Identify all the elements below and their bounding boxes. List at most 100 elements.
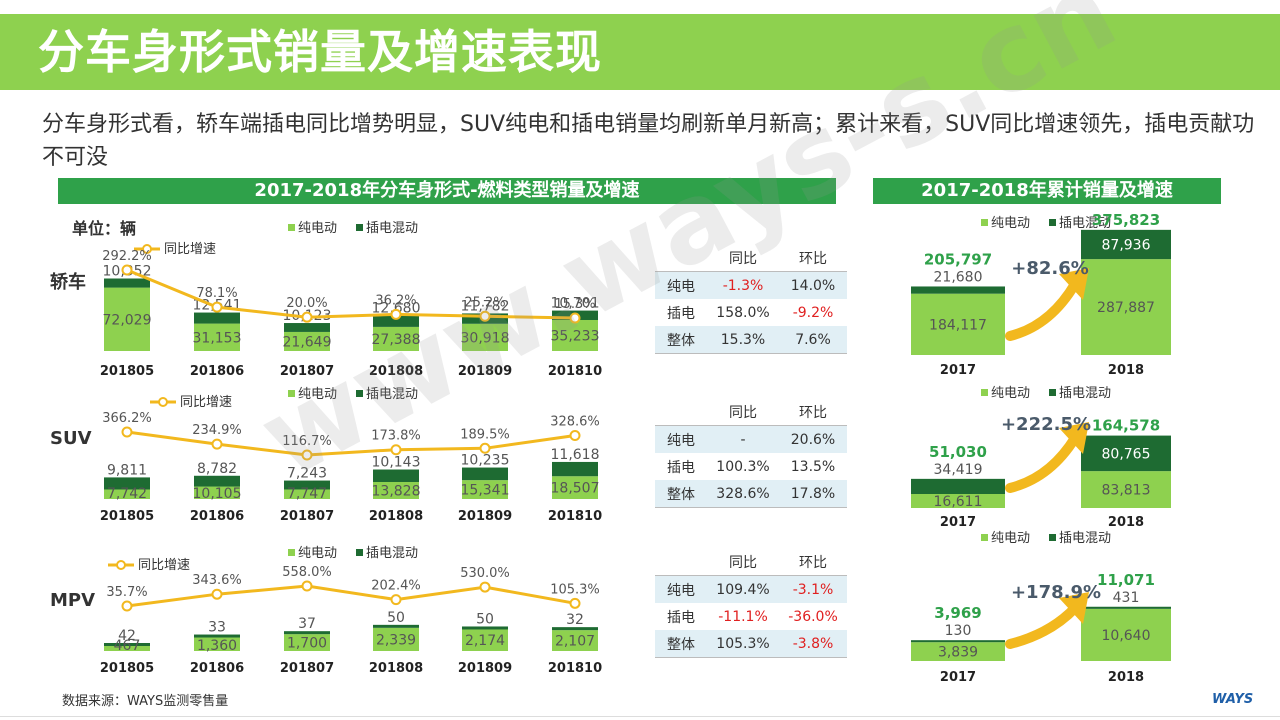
growth-value-label: 343.6% bbox=[192, 573, 242, 588]
ev-value-label: 30,918 bbox=[461, 330, 510, 346]
bar-phev bbox=[194, 634, 240, 638]
growth-value-label: 189.5% bbox=[460, 427, 510, 442]
summary-text: 分车身形式看，轿车端插电同比增势明显，SUV纯电和插电销量均刷新单月新高；累计来… bbox=[42, 112, 1255, 170]
bar-phev bbox=[373, 469, 419, 482]
category-label: 201806 bbox=[190, 364, 244, 379]
cumulative-phev-label: 130 bbox=[945, 623, 972, 639]
bar-phev bbox=[194, 475, 240, 487]
category-label: 201805 bbox=[100, 364, 154, 379]
yoy-value: -1.3% bbox=[707, 271, 779, 299]
growth-value-label: 36.2% bbox=[375, 293, 416, 308]
bar-ev bbox=[462, 480, 508, 499]
cumulative-ev-label: 184,117 bbox=[929, 317, 987, 333]
cumulative-bar-ev bbox=[911, 293, 1005, 355]
year-label: 2018 bbox=[1108, 363, 1144, 378]
row-name: 插电 bbox=[667, 609, 695, 626]
growth-value-label: 173.8% bbox=[371, 429, 421, 444]
legend-ev-swatch bbox=[288, 549, 295, 556]
legend-phev-swatch bbox=[1049, 534, 1056, 541]
phev-value-label: 10,701 bbox=[551, 296, 600, 312]
growth-value-label: 20.0% bbox=[286, 296, 327, 311]
legend-ev-label: 纯电动 bbox=[991, 386, 1030, 401]
cumulative-ev-label: 3,839 bbox=[938, 645, 978, 661]
ev-value-label: 31,153 bbox=[193, 330, 242, 346]
bar-ev bbox=[104, 287, 150, 351]
unit-label: 单位：辆 bbox=[72, 219, 136, 238]
cumulative-bar-phev bbox=[911, 640, 1005, 643]
growth-line bbox=[126, 584, 576, 608]
growth-marker bbox=[121, 264, 133, 276]
growth-arrow bbox=[1005, 603, 1080, 649]
legend-phev-label: 插电混动 bbox=[366, 387, 418, 402]
category-label: 201806 bbox=[190, 509, 244, 524]
bar-ev bbox=[194, 323, 240, 351]
bar-phev bbox=[373, 624, 419, 628]
cumulative-bar-phev bbox=[1081, 229, 1171, 260]
legend-phev-swatch bbox=[1049, 219, 1056, 226]
yoy-value: 328.6% bbox=[707, 480, 779, 508]
row-name: 插电 bbox=[667, 305, 695, 322]
mom-value: 13.5% bbox=[790, 458, 836, 475]
legend-ev-label: 纯电动 bbox=[298, 221, 337, 236]
right-banner: 2017-2018年累计销量及增速 bbox=[873, 178, 1221, 204]
left-banner: 2017-2018年分车身形式-燃料类型销量及增速 bbox=[58, 178, 836, 204]
growth-value-label: 78.1% bbox=[196, 286, 237, 301]
bar-ev bbox=[194, 486, 240, 499]
bar-phev bbox=[462, 626, 508, 630]
legend-growth-label: 同比增速 bbox=[180, 395, 232, 410]
bar-ev bbox=[462, 629, 508, 651]
growth-value-label: 558.0% bbox=[282, 565, 332, 580]
legend-growth-label: 同比增速 bbox=[138, 558, 190, 573]
ev-value-label: 21,649 bbox=[283, 334, 332, 350]
bar-ev bbox=[104, 489, 150, 499]
phev-value-label: 50 bbox=[476, 611, 494, 627]
growth-value-label: 234.9% bbox=[192, 423, 242, 438]
title-bar: 分车身形式销量及增速表现 bbox=[0, 14, 1280, 90]
category-label: 201810 bbox=[548, 661, 602, 676]
legend-ev-swatch bbox=[981, 534, 988, 541]
ev-value-label: 18,507 bbox=[551, 481, 600, 497]
mom-value: -3.8% bbox=[779, 630, 847, 658]
cumulative-phev-label: 34,419 bbox=[934, 462, 983, 478]
bar-phev bbox=[552, 627, 598, 631]
row-name: 纯电 bbox=[655, 575, 707, 603]
legend-growth-label: 同比增速 bbox=[164, 242, 216, 257]
phev-value-label: 9,811 bbox=[107, 462, 147, 478]
cumulative-total-label: 164,578 bbox=[1092, 417, 1160, 435]
bar-ev bbox=[104, 646, 150, 651]
category-label: 201807 bbox=[280, 661, 334, 676]
yoy-value: 109.4% bbox=[707, 575, 779, 603]
growth-marker bbox=[211, 588, 223, 600]
growth-marker bbox=[479, 310, 491, 322]
cumulative-ev-label: 16,611 bbox=[934, 494, 983, 510]
category-label: 201809 bbox=[458, 661, 512, 676]
growth-marker bbox=[390, 308, 402, 320]
header-yoy: 同比 bbox=[707, 548, 779, 576]
ev-value-label: 2,107 bbox=[555, 634, 595, 650]
bar-phev bbox=[104, 278, 150, 288]
legend-ev-label: 纯电动 bbox=[991, 531, 1030, 546]
category-label: 201810 bbox=[548, 364, 602, 379]
row-name: 纯电 bbox=[655, 271, 707, 299]
growth-arrow-head bbox=[1059, 422, 1089, 454]
phev-value-label: 37 bbox=[298, 616, 316, 632]
category-label: 201805 bbox=[100, 509, 154, 524]
ways-logo: WAYS bbox=[1212, 692, 1254, 707]
phev-value-label: 8,782 bbox=[197, 461, 237, 477]
category-label: 201809 bbox=[458, 364, 512, 379]
growth-marker bbox=[479, 442, 491, 454]
body-type-label: 轿车 bbox=[50, 271, 86, 293]
phev-value-label: 10,143 bbox=[372, 455, 421, 471]
category-label: 201808 bbox=[369, 661, 423, 676]
phev-value-label: 33 bbox=[208, 620, 226, 636]
growth-value-label: 116.7% bbox=[282, 434, 332, 449]
legend-ev-label: 纯电动 bbox=[298, 546, 337, 561]
page-title: 分车身形式销量及增速表现 bbox=[38, 25, 602, 79]
data-source: 数据来源：WAYS监测零售量 bbox=[62, 694, 229, 709]
ev-value-label: 467 bbox=[114, 638, 141, 654]
category-label: 201807 bbox=[280, 364, 334, 379]
ev-value-label: 35,233 bbox=[551, 328, 600, 344]
legend-growth-marker bbox=[158, 397, 168, 407]
legend-growth-marker bbox=[142, 244, 152, 254]
bar-ev bbox=[284, 331, 330, 351]
